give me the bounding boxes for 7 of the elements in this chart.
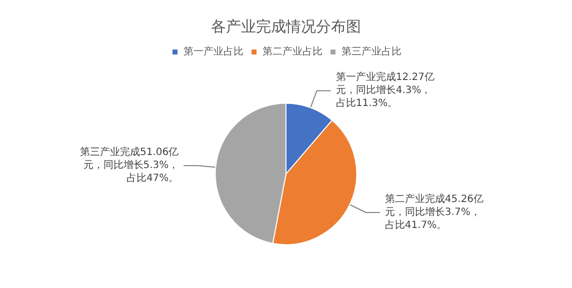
text: 第二产业完成45.26亿元，同比增长3.7%，占比41.7%。: [384, 192, 484, 231]
legend-label: 第一产业占比: [184, 46, 244, 58]
legend-label: 第二产业占比: [262, 46, 322, 58]
text: 第三产业完成51.06亿元，同比增长5.3%，占比47%。: [80, 146, 179, 184]
chart-title: 各产业完成情况分布图: [211, 18, 361, 36]
legend-label: 第三产业占比: [342, 46, 402, 58]
text: 第一产业完成12.27亿元，同比增长4.3%，占比11.3%。: [336, 71, 434, 110]
